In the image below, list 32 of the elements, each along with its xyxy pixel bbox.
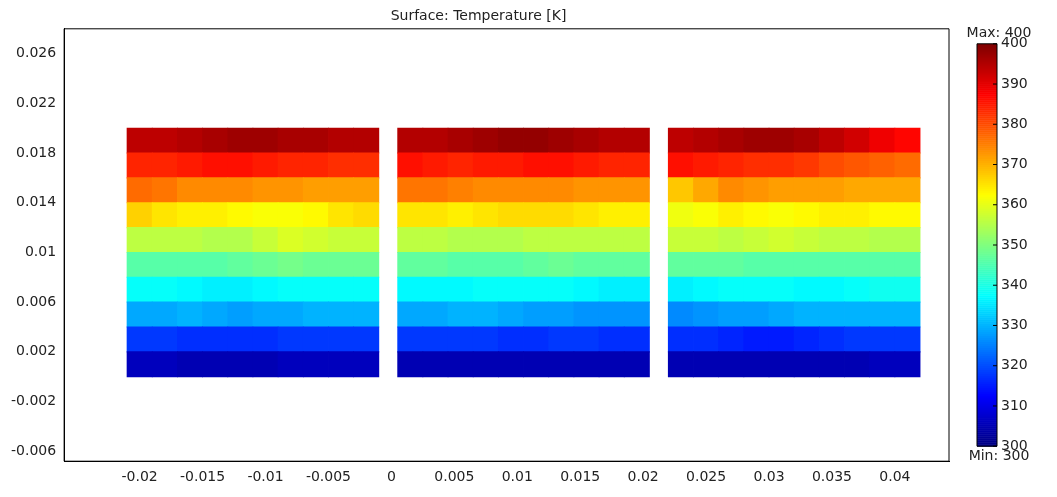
y-tick-label: 0.01: [24, 243, 57, 260]
y-tick-label: 0.018: [16, 143, 57, 160]
y-tick-label: 0.014: [16, 193, 57, 210]
y-tick-label: 0.002: [16, 342, 57, 359]
y-tick-label: 0.006: [16, 292, 57, 309]
y-tick-label: 0.026: [16, 44, 57, 61]
y-tick-label: -0.002: [10, 392, 57, 409]
color-bar-label: 310: [1001, 396, 1028, 413]
x-tick-label: -0.02: [121, 468, 158, 485]
x-tick-label: 0.035: [811, 468, 852, 485]
x-tick-label: 0.03: [753, 468, 785, 485]
color-bar-label: 350: [1001, 235, 1028, 252]
y-tick-label: -0.006: [10, 441, 57, 458]
color-bar-label: 380: [1001, 114, 1028, 131]
y-tick-label: 0.022: [16, 93, 57, 110]
x-tick-label: 0: [386, 468, 396, 485]
chart-title: Surface: Temperature [K]: [390, 7, 567, 24]
color-bar-label: 370: [1001, 155, 1028, 172]
x-tick-label: -0.01: [247, 468, 284, 485]
color-bar-label: 320: [1001, 356, 1028, 373]
x-tick-label: 0.01: [501, 468, 533, 485]
color-bar-label: 330: [1001, 316, 1028, 333]
x-tick-label: 0.02: [627, 468, 659, 485]
color-bar-label: 340: [1001, 275, 1028, 292]
x-tick-label: -0.005: [305, 468, 352, 485]
color-bar-label: 360: [1001, 195, 1028, 212]
x-tick-label: 0.025: [686, 468, 727, 485]
x-tick-label: -0.015: [180, 468, 226, 485]
x-tick-label: 0.005: [434, 468, 475, 485]
x-tick-label: 0.015: [560, 468, 601, 485]
x-tick-label: 0.04: [879, 468, 911, 485]
color-bar-label: 390: [1001, 74, 1028, 91]
